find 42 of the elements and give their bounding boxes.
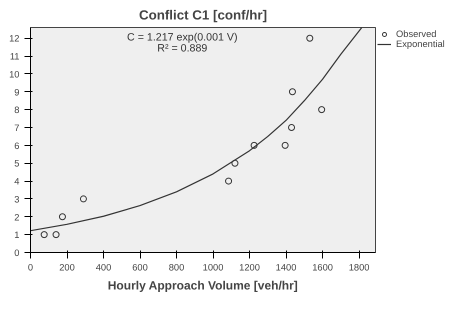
y-tick-label: 12 xyxy=(9,34,20,44)
point xyxy=(52,231,60,238)
point xyxy=(318,106,326,114)
point xyxy=(58,213,66,220)
x-tick-label: 200 xyxy=(59,262,75,272)
point xyxy=(80,195,87,202)
y-tick-label: 5 xyxy=(14,158,20,169)
y-tick-label: 9 xyxy=(14,87,20,98)
y-tick-label: 2 xyxy=(14,212,20,222)
y-tick-label: 10 xyxy=(9,69,20,80)
y-tick-label: 3 xyxy=(14,194,20,204)
y-tick-label: 7 xyxy=(14,123,20,133)
legend-label: Observed xyxy=(396,29,436,39)
point xyxy=(288,124,296,131)
x-tick-label: 400 xyxy=(96,262,112,272)
y-tick-label: 8 xyxy=(14,105,20,116)
x-tick-label: 1000 xyxy=(202,262,224,272)
x-axis-title: Hourly Approach Volume [veh/hr] xyxy=(108,278,298,292)
line-series xyxy=(30,28,362,232)
y-tick-label: 6 xyxy=(14,140,20,151)
point xyxy=(40,231,48,238)
point xyxy=(288,88,296,96)
x-tick-label: 1800 xyxy=(348,262,370,272)
x-tick-label: 1400 xyxy=(276,262,296,272)
chart-title: Conflict C1 [conf/hr] xyxy=(138,8,268,22)
y-tick-label: 11 xyxy=(10,52,20,62)
point xyxy=(225,178,232,185)
annotation: C = 1.217 exp(0.001 V) xyxy=(127,32,238,44)
x-tick-label: 600 xyxy=(132,262,148,272)
point xyxy=(306,34,314,42)
y-tick-label: 1 xyxy=(14,230,20,240)
point xyxy=(250,142,258,149)
point xyxy=(282,142,289,149)
x-tick-label: 1200 xyxy=(239,262,260,272)
x-tick-label: 0 xyxy=(28,262,34,272)
x-tick-label: 800 xyxy=(168,262,184,272)
x-tick-label: 1600 xyxy=(312,262,333,272)
annotation: R² = 0.889 xyxy=(157,42,208,54)
legend-label: Exponential xyxy=(396,39,445,49)
y-tick-label: 0 xyxy=(14,248,20,258)
point xyxy=(231,160,238,167)
y-tick-label: 4 xyxy=(14,176,20,187)
